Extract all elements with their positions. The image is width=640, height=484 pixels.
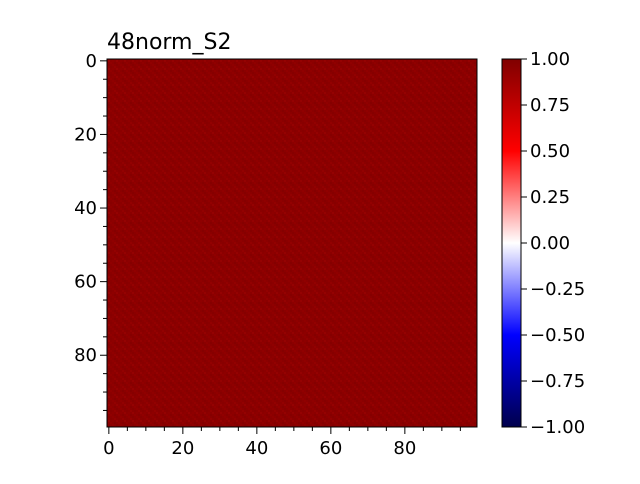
colorbar-tick-label: 0.50 [530,141,570,162]
y-tick-label: 60 [74,272,97,293]
x-tick-label: 20 [171,438,194,459]
x-axis: 0 20 40 60 80 [103,427,461,459]
x-tick-label: 80 [393,438,416,459]
colorbar-fill [502,59,521,427]
y-tick-label: 0 [86,51,97,72]
colorbar-tick-label: −0.50 [530,325,585,346]
colorbar-tick-label: 1.00 [530,49,570,70]
colorbar-tick-label: −1.00 [530,417,585,438]
colorbar-tick-label: 0.00 [530,233,570,254]
colorbar-tick-label: 0.75 [530,95,570,116]
x-tick-label: 0 [103,438,114,459]
y-axis: 0 20 40 60 80 [74,51,107,411]
x-tick-label: 40 [245,438,268,459]
colorbar: 1.00 0.75 0.50 0.25 0.00 −0.25 −0.50 −0.75 −1.00 [501,49,585,438]
y-tick-label: 20 [74,124,97,145]
colorbar-tick-label: 0.25 [530,187,570,208]
plot-frame [106,58,478,428]
heatmap-cells [107,59,477,427]
x-tick-label: 60 [319,438,342,459]
colorbar-tick-label: −0.75 [530,371,585,392]
colorbar-tick-label: −0.25 [530,279,585,300]
y-tick-label: 40 [74,198,97,219]
chart-title: 48norm_S2 [107,30,231,55]
heatmap-area [106,58,478,428]
y-tick-label: 80 [74,345,97,366]
